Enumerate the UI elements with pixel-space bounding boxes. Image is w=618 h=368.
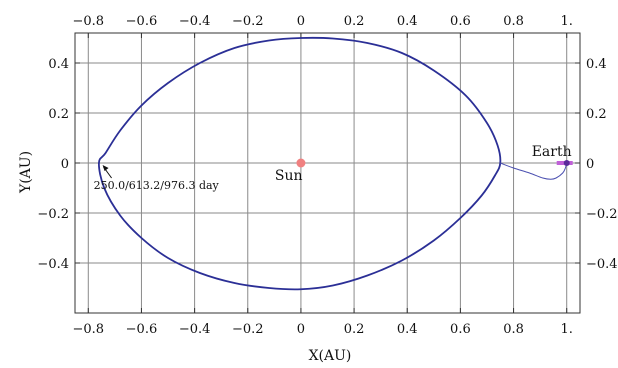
- x-tick-label-top: 0.6: [450, 14, 471, 29]
- x-tick-label-top: 0.8: [503, 14, 524, 29]
- axes-box: [74, 32, 581, 314]
- y-tick-label-right: 0: [586, 157, 594, 172]
- x-axis-label: X(AU): [309, 348, 352, 364]
- y-tick-label-left: −0.4: [37, 257, 69, 272]
- transfer-curve: [500, 162, 568, 180]
- x-tick-label-top: −0.6: [126, 14, 158, 29]
- earth-label: Earth: [532, 144, 572, 160]
- x-tick-label-bottom: −0.8: [73, 322, 105, 337]
- x-tick-label-top: −0.8: [73, 14, 105, 29]
- x-tick-label-bottom: 0.2: [344, 322, 365, 337]
- x-tick-label-top: 1.: [561, 14, 573, 29]
- y-tick-label-right: 0.2: [586, 107, 607, 122]
- y-tick-label-right: −0.2: [586, 207, 618, 222]
- x-tick-label-bottom: 1.: [561, 322, 573, 337]
- series-layer: [98, 36, 568, 291]
- y-axis-label: Y(AU): [18, 151, 34, 194]
- x-tick-label-bottom: 0: [297, 322, 305, 337]
- y-tick-label-right: 0.4: [586, 57, 607, 72]
- y-tick-label-left: 0: [61, 157, 69, 172]
- y-tick-label-left: −0.2: [37, 207, 69, 222]
- sun-label: Sun: [275, 168, 303, 184]
- x-tick-label-bottom: 0.8: [503, 322, 524, 337]
- x-tick-label-top: 0: [297, 14, 305, 29]
- annotation-arrow-head: [102, 165, 109, 171]
- tick-labels: −0.8 −0.8 −0.6 −0.6 −0.4 −0.4 −0.2 −0.2 0 0 0.2 0.2…: [37, 14, 617, 337]
- x-tick-label-bottom: −0.6: [126, 322, 158, 337]
- sun-point: [296, 158, 306, 168]
- plot-frame: [74, 32, 581, 314]
- y-tick-label-right: −0.4: [586, 257, 618, 272]
- x-tick-label-bottom: 0.6: [450, 322, 471, 337]
- grid-lines: [75, 33, 580, 313]
- x-tick-label-top: −0.2: [232, 14, 264, 29]
- annotation-text: 250.0/613.2/976.3 day: [94, 179, 220, 192]
- x-tick-label-top: −0.4: [179, 14, 211, 29]
- x-tick-label-top: 0.4: [397, 14, 418, 29]
- tick-marks: [75, 33, 580, 313]
- x-tick-label-bottom: −0.4: [179, 322, 211, 337]
- orbit-curve: [98, 36, 502, 291]
- x-tick-label-top: 0.2: [344, 14, 365, 29]
- y-tick-label-left: 0.4: [48, 57, 69, 72]
- y-tick-label-left: 0.2: [48, 107, 69, 122]
- x-tick-label-bottom: 0.4: [397, 322, 418, 337]
- x-tick-label-bottom: −0.2: [232, 322, 264, 337]
- earth-point: [563, 160, 570, 166]
- points-layer: Sun Earth 250.0/613.2/976.3 day: [94, 144, 573, 192]
